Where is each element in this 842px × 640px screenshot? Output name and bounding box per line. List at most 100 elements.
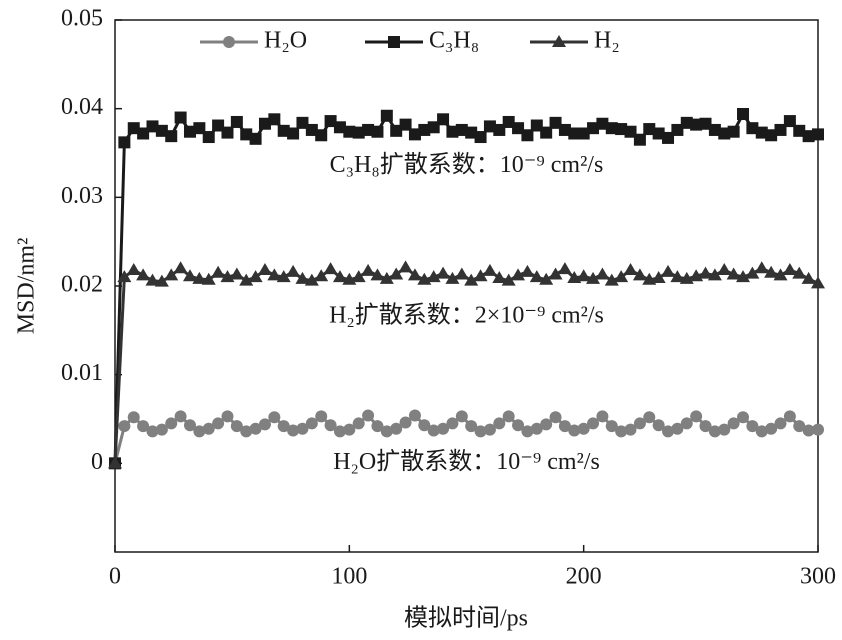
marker bbox=[352, 126, 365, 139]
marker bbox=[352, 417, 365, 430]
marker bbox=[727, 125, 740, 138]
y-tick-label: 0.01 bbox=[61, 360, 103, 386]
marker bbox=[445, 271, 460, 284]
marker bbox=[502, 115, 515, 128]
y-axis-label: MSD/nm² bbox=[14, 238, 40, 335]
marker bbox=[801, 271, 816, 284]
marker bbox=[474, 131, 487, 144]
marker bbox=[604, 273, 619, 286]
marker bbox=[670, 270, 685, 283]
marker bbox=[257, 263, 272, 276]
marker bbox=[793, 420, 806, 433]
marker bbox=[482, 263, 497, 276]
marker bbox=[614, 270, 629, 283]
marker bbox=[464, 273, 479, 286]
marker bbox=[708, 123, 721, 136]
marker bbox=[605, 420, 618, 433]
marker bbox=[736, 270, 751, 283]
marker bbox=[248, 270, 263, 283]
marker bbox=[671, 123, 684, 136]
marker bbox=[267, 268, 282, 281]
marker bbox=[632, 268, 647, 281]
marker bbox=[577, 422, 590, 435]
marker bbox=[680, 116, 693, 129]
marker bbox=[295, 271, 310, 284]
marker bbox=[483, 120, 496, 133]
marker bbox=[774, 417, 787, 430]
marker bbox=[127, 122, 140, 135]
marker bbox=[782, 263, 797, 276]
marker bbox=[643, 411, 656, 424]
marker bbox=[643, 123, 656, 136]
marker bbox=[717, 263, 732, 276]
marker bbox=[812, 423, 824, 436]
marker bbox=[173, 261, 188, 274]
marker bbox=[211, 265, 226, 278]
marker bbox=[455, 410, 468, 423]
x-tick-label: 100 bbox=[331, 564, 367, 590]
marker bbox=[118, 136, 131, 149]
marker bbox=[773, 268, 788, 281]
marker bbox=[296, 116, 309, 129]
x-tick-label: 200 bbox=[566, 564, 602, 590]
marker bbox=[521, 425, 534, 438]
marker bbox=[465, 126, 478, 139]
marker bbox=[783, 410, 796, 423]
marker bbox=[549, 411, 562, 424]
marker bbox=[155, 124, 168, 137]
marker bbox=[661, 264, 676, 277]
marker bbox=[418, 123, 431, 136]
annotation: C₃H₈扩散系数：10⁻⁹ cm²/s bbox=[330, 151, 604, 178]
marker bbox=[699, 420, 712, 433]
legend-label: C₃H₈ bbox=[429, 28, 479, 54]
marker bbox=[202, 131, 215, 144]
marker bbox=[615, 425, 628, 438]
marker bbox=[726, 267, 741, 280]
marker bbox=[315, 410, 328, 423]
marker bbox=[455, 123, 468, 136]
marker bbox=[746, 420, 759, 433]
marker bbox=[333, 121, 346, 134]
marker bbox=[662, 131, 675, 144]
marker bbox=[146, 425, 159, 438]
marker bbox=[737, 107, 750, 120]
marker bbox=[305, 123, 318, 136]
marker bbox=[304, 273, 319, 286]
marker bbox=[558, 420, 571, 433]
marker bbox=[108, 456, 122, 469]
marker bbox=[586, 271, 601, 284]
marker bbox=[201, 272, 216, 285]
marker bbox=[390, 422, 403, 435]
marker bbox=[362, 409, 375, 422]
marker bbox=[323, 262, 338, 275]
marker bbox=[399, 118, 412, 131]
marker bbox=[221, 126, 234, 139]
marker bbox=[136, 268, 151, 281]
marker bbox=[633, 417, 646, 430]
marker bbox=[568, 424, 581, 437]
marker bbox=[332, 270, 347, 283]
marker bbox=[388, 36, 400, 48]
marker bbox=[174, 410, 187, 423]
marker bbox=[418, 419, 431, 432]
marker bbox=[229, 267, 244, 280]
marker bbox=[407, 268, 422, 281]
marker bbox=[474, 425, 487, 438]
marker bbox=[802, 130, 815, 143]
marker bbox=[718, 127, 731, 140]
marker bbox=[351, 270, 366, 283]
marker bbox=[755, 126, 768, 139]
marker bbox=[465, 420, 478, 433]
marker bbox=[192, 271, 207, 284]
marker bbox=[493, 417, 506, 430]
marker bbox=[595, 267, 610, 280]
marker bbox=[436, 266, 451, 279]
marker bbox=[230, 420, 243, 433]
marker bbox=[501, 273, 516, 286]
marker bbox=[240, 425, 253, 438]
marker bbox=[624, 423, 637, 436]
marker bbox=[193, 425, 206, 438]
marker bbox=[587, 417, 600, 430]
marker bbox=[587, 122, 600, 135]
